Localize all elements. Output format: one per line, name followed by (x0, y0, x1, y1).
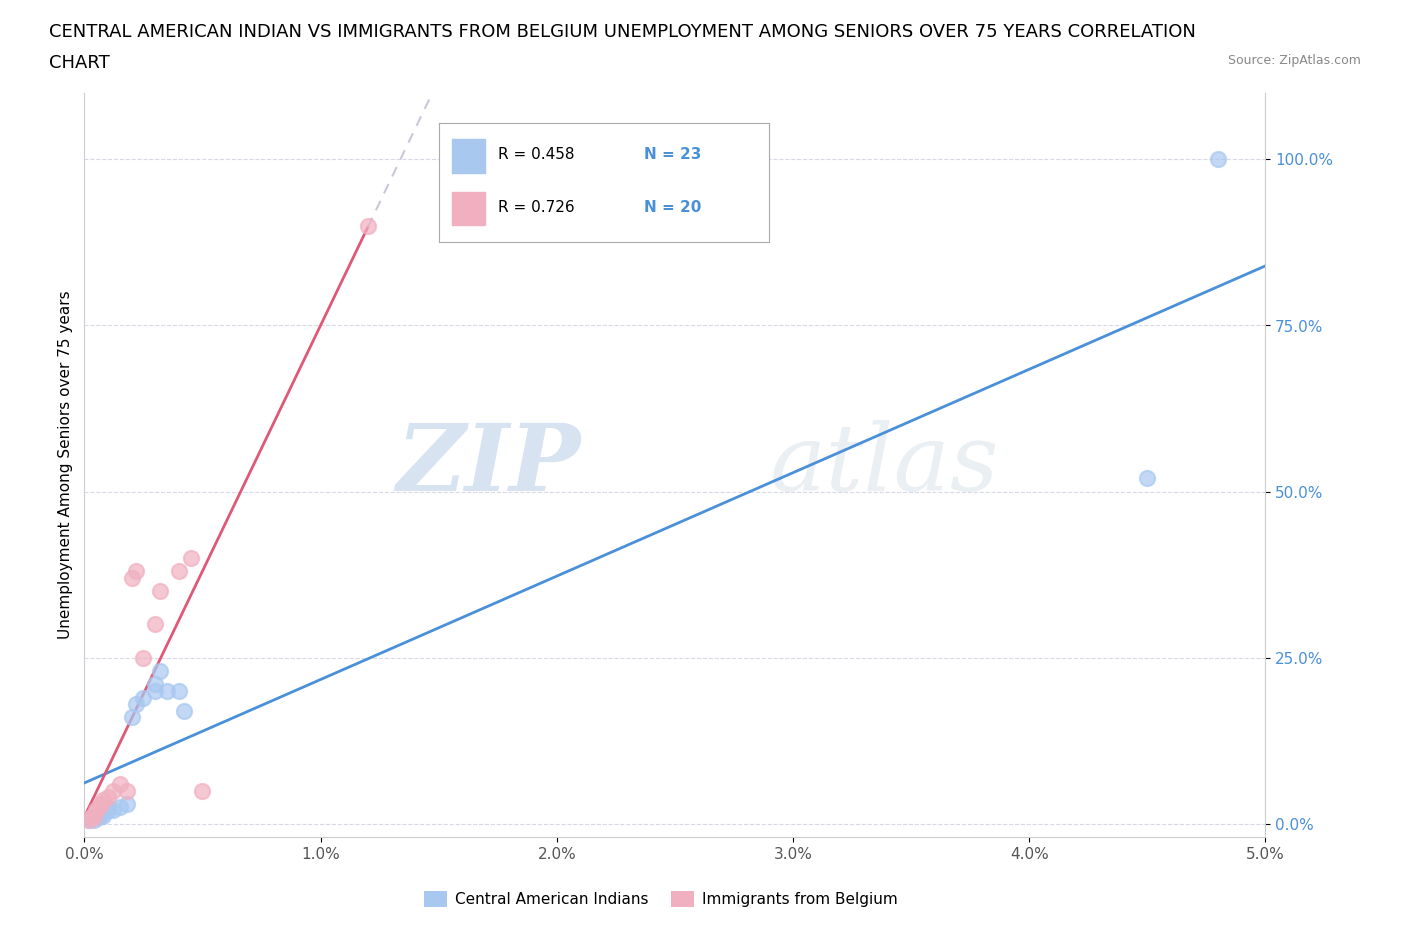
Point (191, 783, 214, 798)
Point (180, 551, 202, 565)
Point (115, 796, 138, 811)
Point (108, 800, 131, 815)
Point (132, 690, 155, 705)
Point (77, 813, 100, 828)
Point (121, 570, 143, 585)
Point (90, 796, 112, 811)
Point (83, 810, 105, 825)
Point (97, 790, 120, 804)
Point (108, 777, 131, 791)
Point (101, 803, 124, 817)
Text: atlas: atlas (769, 420, 998, 510)
Text: CENTRAL AMERICAN INDIAN VS IMMIGRANTS FROM BELGIUM UNEMPLOYMENT AMONG SENIORS OV: CENTRAL AMERICAN INDIAN VS IMMIGRANTS FR… (49, 23, 1197, 41)
Point (143, 617, 166, 631)
Text: ZIP: ZIP (396, 420, 581, 510)
Point (121, 710, 143, 724)
Point (167, 564, 190, 578)
Point (84, 803, 107, 817)
Y-axis label: Unemployment Among Seniors over 75 years: Unemployment Among Seniors over 75 years (58, 291, 73, 639)
Point (357, 219, 380, 233)
Point (101, 783, 124, 798)
Point (77, 813, 100, 828)
Point (83, 813, 105, 828)
Point (80, 811, 103, 826)
Point (149, 663, 172, 678)
Point (125, 564, 148, 578)
Point (156, 684, 179, 698)
Point (1206, 152, 1229, 166)
Point (90, 806, 112, 821)
Point (125, 697, 148, 711)
Point (149, 584, 172, 599)
Point (143, 684, 166, 698)
Text: Source: ZipAtlas.com: Source: ZipAtlas.com (1227, 54, 1361, 67)
Point (84, 810, 107, 825)
Point (87, 810, 110, 825)
Point (1136, 471, 1159, 485)
Point (91, 793, 114, 808)
Point (87, 800, 110, 815)
Point (80, 810, 103, 825)
Point (143, 677, 166, 692)
Point (97, 800, 120, 815)
Point (115, 783, 138, 798)
Point (91, 808, 114, 823)
Point (132, 650, 155, 665)
Point (173, 703, 195, 718)
Point (167, 684, 190, 698)
Legend: Central American Indians, Immigrants from Belgium: Central American Indians, Immigrants fro… (418, 884, 904, 913)
Point (97, 803, 120, 817)
Text: CHART: CHART (49, 54, 110, 72)
